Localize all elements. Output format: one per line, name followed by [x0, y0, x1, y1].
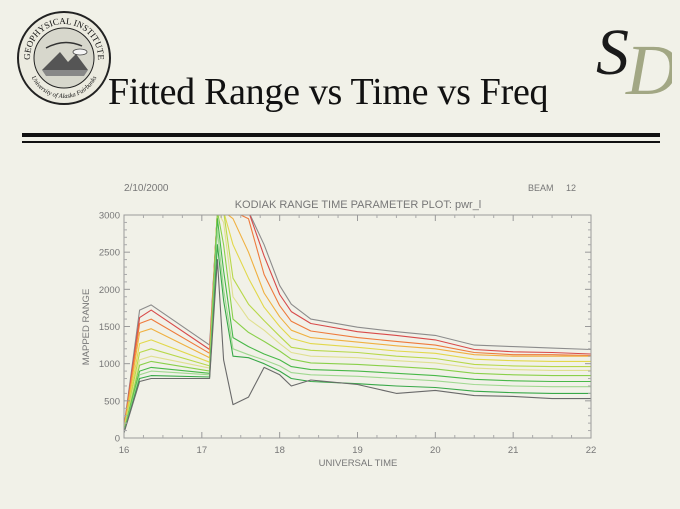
plot-date: 2/10/2000	[124, 183, 169, 194]
chart-title: KODIAK RANGE TIME PARAMETER PLOT: pwr_l	[235, 199, 482, 211]
y-tick-label: 500	[104, 396, 120, 407]
x-tick-label: 17	[197, 445, 208, 456]
svg-text:S: S	[596, 16, 629, 89]
series-line-3	[124, 215, 591, 429]
x-tick-label: 18	[274, 445, 285, 456]
x-tick-label: 21	[508, 445, 519, 456]
x-tick-label: 20	[430, 445, 441, 456]
x-tick-label: 22	[586, 445, 597, 456]
x-tick-label: 16	[119, 445, 130, 456]
series-line-8	[124, 215, 591, 432]
x-axis-label: UNIVERSAL TIME	[319, 458, 398, 469]
y-tick-label: 2500	[99, 248, 120, 259]
y-axis-label: MAPPED RANGE	[81, 289, 92, 366]
y-tick-label: 2000	[99, 285, 120, 296]
plot-frame	[123, 214, 592, 439]
title-rule-thin	[22, 141, 660, 143]
series-line-1	[124, 215, 591, 427]
y-tick-label: 1000	[99, 359, 120, 370]
sd-logo: D S	[596, 16, 672, 102]
beam-label: BEAM	[528, 183, 554, 193]
svg-text:D: D	[625, 30, 672, 102]
y-tick-label: 3000	[99, 211, 120, 222]
series-line-2	[124, 215, 591, 428]
series-line-9	[124, 218, 591, 432]
geophysical-institute-logo: GEOPHYSICAL INSTITUTE University of Alas…	[17, 11, 111, 105]
y-tick-label: 0	[115, 434, 120, 445]
title-rule-thick	[22, 133, 660, 137]
x-tick-label: 19	[352, 445, 363, 456]
series-line-7	[124, 215, 591, 432]
y-tick-label: 1500	[99, 322, 120, 333]
beam-number: 12	[566, 183, 576, 193]
series-line-12	[124, 259, 591, 433]
series-line-10	[124, 229, 591, 433]
slide-title: Fitted Range vs Time vs Freq	[108, 71, 549, 113]
series-line-6	[124, 215, 591, 431]
